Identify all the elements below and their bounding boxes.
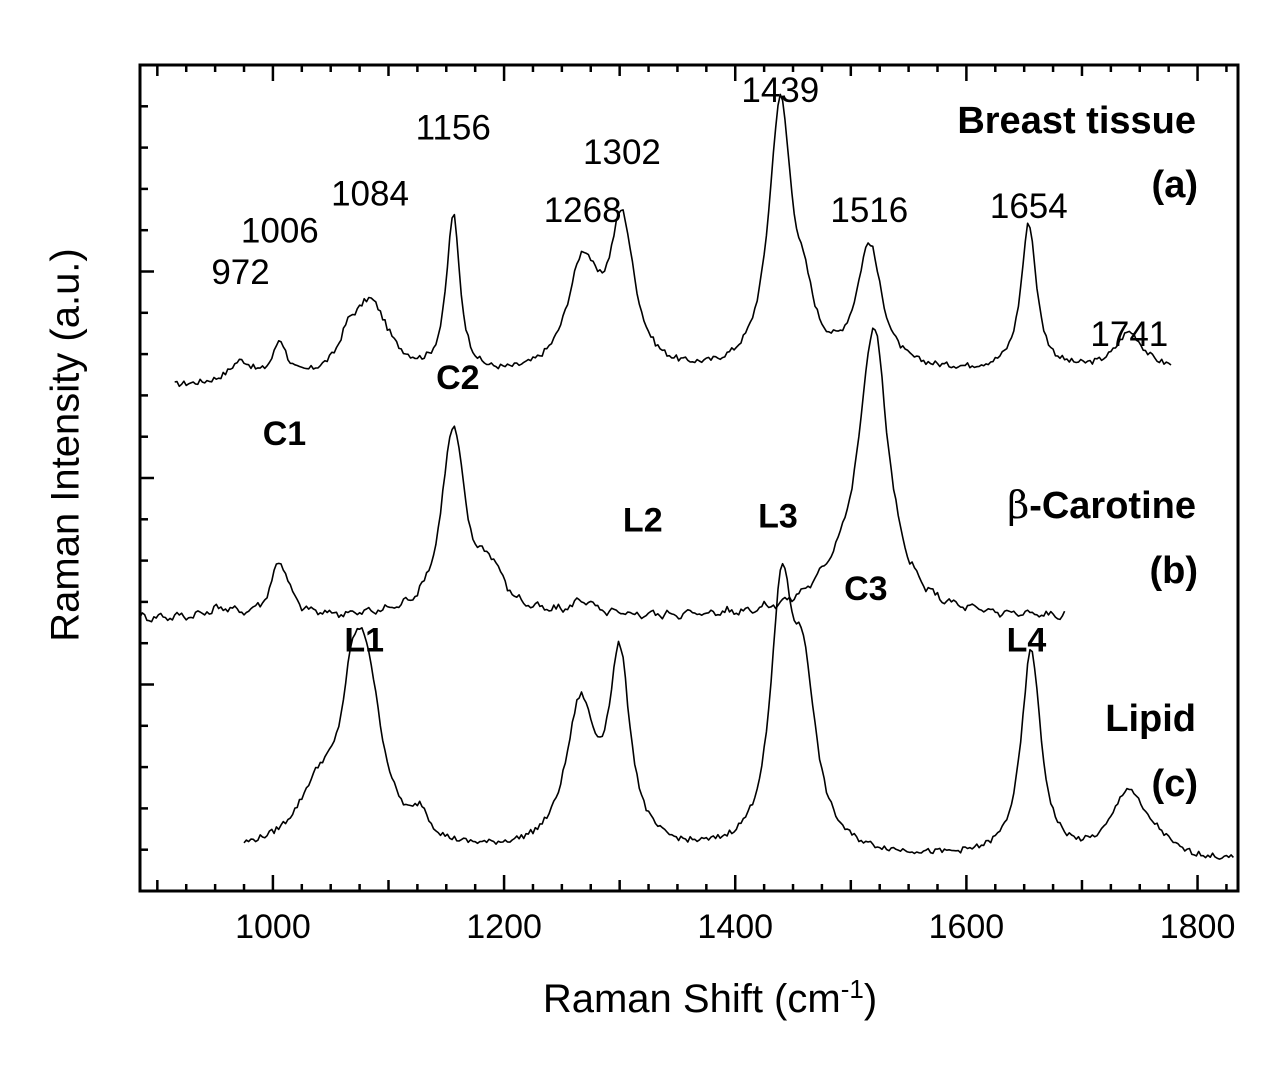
peak-label: 1156	[416, 108, 491, 147]
x-axis-label-exponent: -1	[840, 973, 864, 1004]
series-name-1: β-Carotine	[1007, 483, 1196, 527]
series-letter-0: (a)	[1152, 164, 1198, 206]
peak-label: 1302	[583, 133, 661, 172]
x-tick-label: 1000	[235, 908, 311, 946]
series-name-text: -Carotine	[1029, 485, 1196, 527]
peak-label: 1084	[331, 174, 409, 213]
band-label: L4	[1007, 621, 1047, 659]
series-letter-1: (b)	[1149, 550, 1198, 592]
axis-ticks: 1000 1200 1400 1600 1800	[140, 65, 1235, 946]
series-line-0	[174, 93, 1172, 388]
plot-axes	[138, 63, 1240, 893]
band-label: C2	[436, 359, 479, 397]
band-label: C1	[263, 415, 306, 453]
band-label: L3	[758, 498, 798, 536]
series-name-text: Lipid	[1105, 698, 1196, 740]
x-axis-label-close: )	[863, 977, 878, 1022]
peak-label: 1268	[544, 191, 622, 230]
band-label: L1	[344, 621, 384, 659]
peak-label: 1006	[241, 212, 319, 251]
x-tick-label: 1800	[1160, 908, 1236, 946]
x-tick-label: 1200	[466, 908, 542, 946]
x-axis-label: Raman Shift (cm-1)	[543, 974, 877, 1022]
peak-label: 1654	[990, 187, 1068, 226]
peak-label: 1439	[741, 71, 819, 110]
x-tick-label: 1400	[697, 908, 773, 946]
series-name-text: Breast tissue	[957, 100, 1196, 142]
series-line-1	[139, 327, 1066, 623]
band-label: L2	[623, 502, 663, 540]
spectra-series	[139, 93, 1234, 860]
y-axis-label: Raman Intensity (a.u.)	[43, 248, 88, 642]
peak-label: 1741	[1090, 315, 1168, 354]
series-letter-2: (c)	[1152, 763, 1198, 805]
series-name-2: Lipid	[1105, 698, 1196, 740]
plot-frame	[138, 63, 1240, 893]
series-name-prefix: β	[1007, 483, 1029, 527]
series-name-0: Breast tissue	[957, 100, 1196, 142]
band-label: C3	[844, 570, 887, 608]
x-tick-label: 1600	[929, 908, 1005, 946]
peak-label: 972	[211, 253, 269, 292]
peak-label: 1516	[830, 191, 908, 230]
series-line-2	[243, 562, 1234, 860]
x-axis-label-text: Raman Shift (cm	[542, 977, 841, 1022]
